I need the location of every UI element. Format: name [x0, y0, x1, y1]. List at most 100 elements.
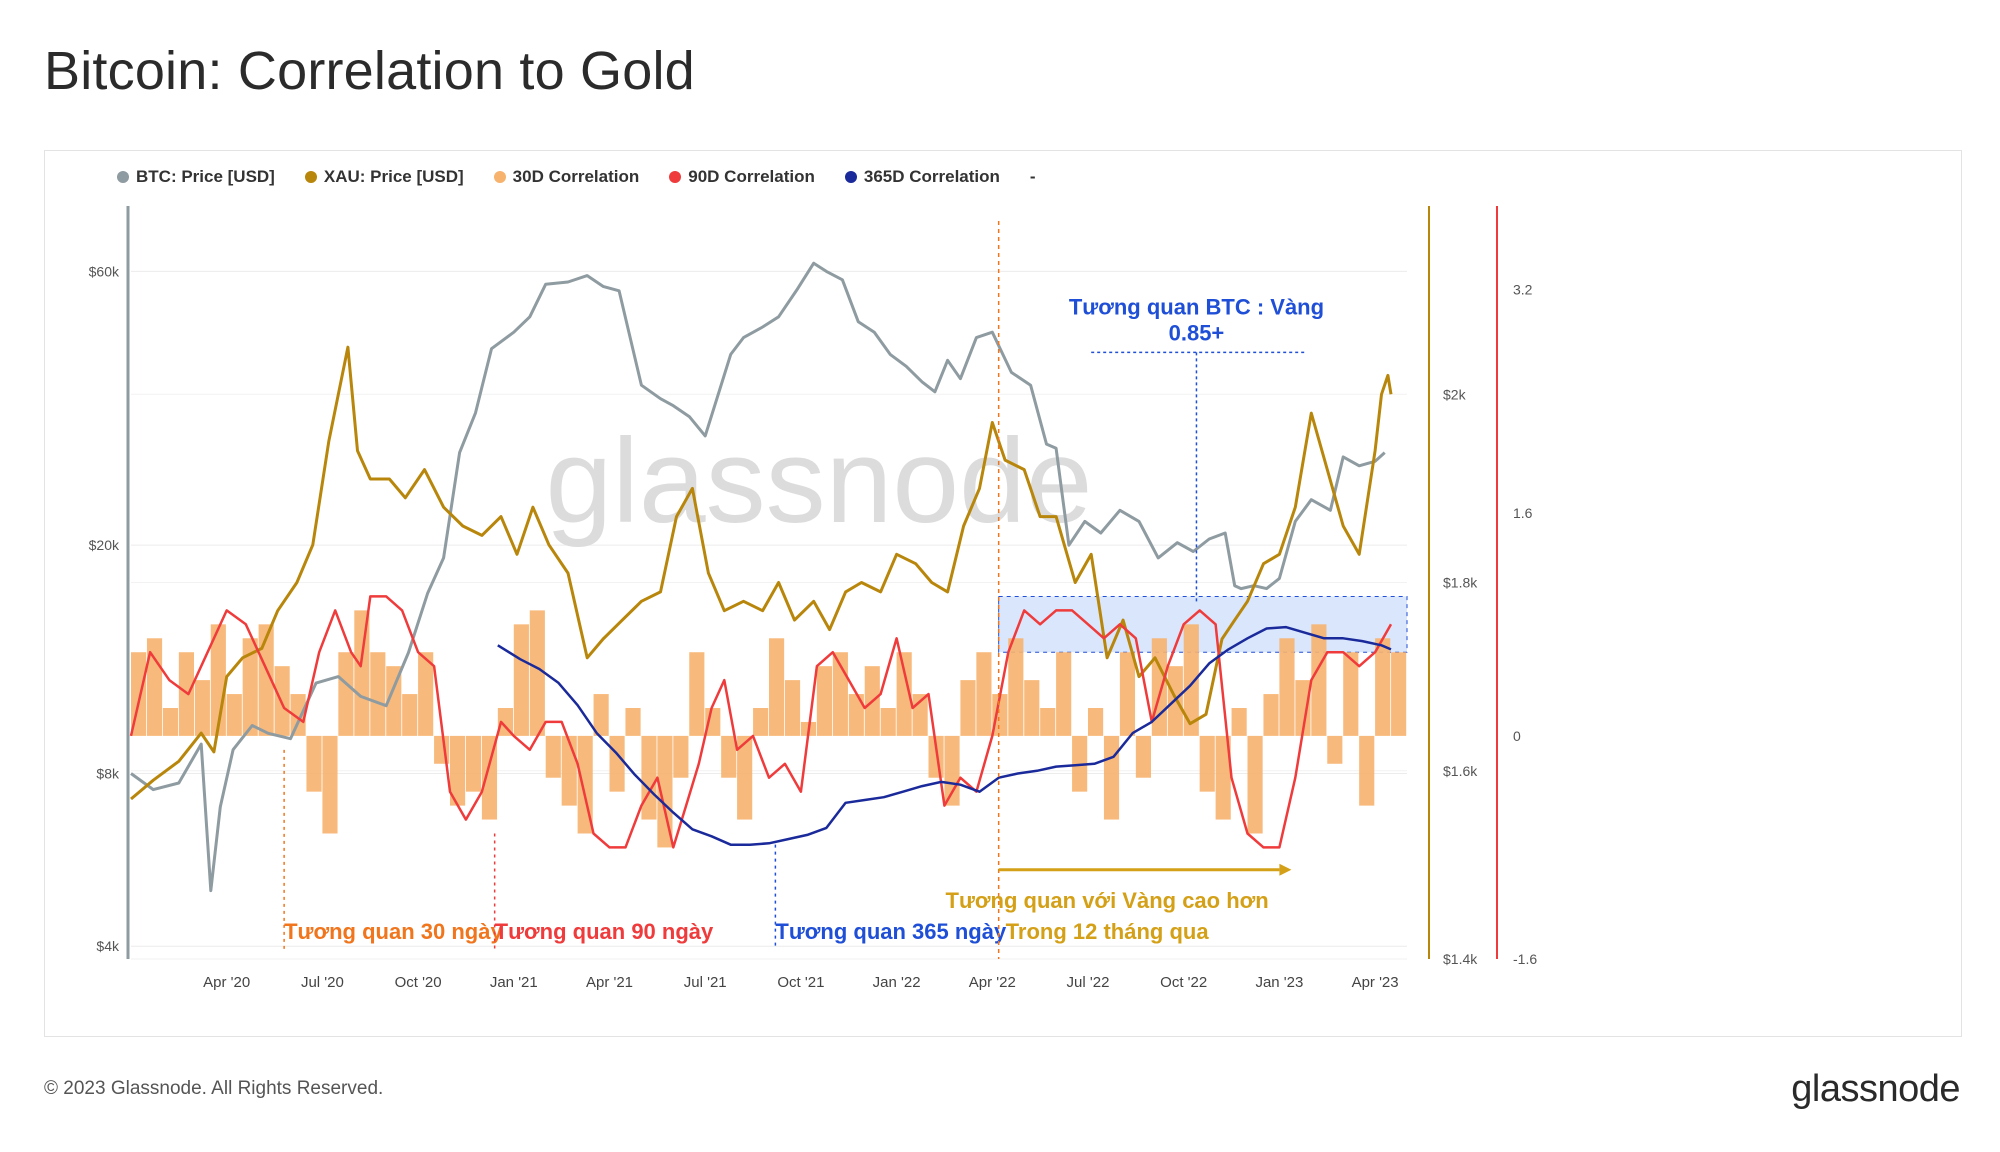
legend-label: 30D Correlation	[512, 167, 640, 186]
x-tick-label: Jul '22	[1067, 974, 1110, 991]
corr30-bar	[226, 694, 242, 736]
corr30-bar	[370, 652, 386, 736]
corr365-line	[497, 625, 1392, 846]
chart-panel: BTC: Price [USD] XAU: Price [USD] 30D Co…	[44, 150, 1962, 1037]
corr30-bar	[1343, 652, 1359, 736]
corr30-bar	[1024, 680, 1040, 736]
gold-arrow-head	[1279, 863, 1292, 876]
corr30-bar	[1231, 708, 1247, 736]
legend-item-btc[interactable]: BTC: Price [USD]	[117, 167, 275, 187]
btc-tick-label: $60k	[89, 263, 120, 279]
corr30-bar	[402, 694, 418, 736]
corr30-bar	[497, 708, 514, 736]
xau-tick-label: $2k	[1443, 386, 1467, 402]
corr30-bar	[1040, 708, 1056, 736]
xau-tick-label: $1.6k	[1443, 763, 1478, 779]
corr30-bar	[896, 652, 912, 736]
btc-price-line	[130, 261, 1386, 893]
corr30-bar	[1311, 624, 1327, 736]
xau-tick-label: $1.4k	[1443, 951, 1478, 967]
legend-item-extra[interactable]: -	[1030, 167, 1036, 187]
corr30-bar	[242, 638, 258, 736]
highlight-band	[998, 595, 1408, 653]
x-tick-label: Oct '21	[777, 974, 824, 991]
corr30-bar	[992, 694, 1008, 736]
corr30-bar	[1391, 652, 1407, 736]
corr30-bar	[976, 652, 992, 736]
corr30-bar	[816, 666, 833, 736]
legend-label: 365D Correlation	[863, 167, 1000, 186]
legend-dot-icon	[117, 171, 129, 183]
corr30-bar	[465, 735, 482, 792]
x-tick-label: Apr '23	[1352, 974, 1399, 991]
corr30-bar	[1279, 638, 1295, 736]
annotation-30d: Tương quan 30 ngày	[284, 919, 503, 944]
x-tick-label: Oct '22	[1160, 974, 1207, 991]
xau-tick-label: $1.8k	[1443, 575, 1478, 591]
corr30-bar	[290, 694, 306, 736]
corr30-bar	[944, 735, 960, 806]
x-tick-label: Jan '21	[490, 974, 538, 991]
annotation-btc-gold-1: Tương quan BTC : Vàng	[1069, 294, 1324, 319]
x-tick-label: Jan '22	[873, 974, 921, 991]
watermark-text: glassnode	[545, 414, 1092, 548]
legend-item-corr30[interactable]: 30D Correlation	[493, 167, 640, 187]
corr30-bar	[1183, 624, 1199, 736]
corr30-bar	[354, 610, 370, 736]
corr-tick-label: 3.2	[1513, 282, 1533, 298]
corr30-bar	[561, 735, 577, 806]
corr30-bar	[1295, 680, 1311, 736]
corr30-bar	[1119, 652, 1136, 736]
legend-label: XAU: Price [USD]	[323, 167, 464, 186]
corr30-bar	[625, 708, 641, 736]
corr30-bar	[1056, 652, 1072, 736]
corr30-bar	[258, 624, 274, 736]
corr30-bar	[657, 735, 673, 848]
corr30-bar	[545, 735, 561, 778]
x-tick-label: Jul '21	[684, 974, 727, 991]
corr30-bar	[848, 694, 864, 736]
corr-tick-label: 1.6	[1513, 505, 1533, 521]
corr30-bar	[194, 680, 210, 736]
corr30-bar	[784, 680, 801, 736]
corr30-bar	[1008, 638, 1024, 736]
corr30-bar	[960, 680, 976, 736]
corr30-bar	[1327, 735, 1343, 764]
corr30-bar	[1359, 735, 1375, 806]
corr30-bar	[769, 638, 785, 736]
legend-item-corr90[interactable]: 90D Correlation	[669, 167, 815, 187]
annotation-btc-gold-2: 0.85+	[1169, 320, 1225, 345]
corr30-bar	[450, 735, 466, 806]
corr30-bar	[1375, 638, 1391, 736]
chart-legend: BTC: Price [USD] XAU: Price [USD] 30D Co…	[117, 167, 1066, 187]
corr30-bar	[481, 735, 498, 820]
annotation-90d: Tương quan 90 ngày	[495, 919, 714, 944]
corr30-bar	[338, 652, 354, 736]
legend-label: 90D Correlation	[688, 167, 815, 186]
glassnode-logo[interactable]: glassnode	[1791, 1068, 1960, 1110]
corr-tick-label: 0	[1513, 728, 1521, 744]
corr30-bar	[1088, 708, 1104, 736]
x-tick-label: Jul '20	[301, 974, 344, 991]
page-title: Bitcoin: Correlation to Gold	[44, 41, 695, 101]
corr30-bar	[609, 735, 625, 792]
x-tick-label: Jan '23	[1255, 974, 1303, 991]
corr30-bar	[1103, 735, 1120, 820]
legend-item-xau[interactable]: XAU: Price [USD]	[304, 167, 464, 187]
corr30-bar	[1135, 735, 1152, 778]
corr30-bar	[322, 735, 338, 834]
corr30-bar	[162, 708, 179, 736]
x-tick-label: Apr '21	[586, 974, 633, 991]
x-tick-label: Oct '20	[395, 974, 442, 991]
corr90-line	[129, 595, 1393, 849]
corr30-bar	[1199, 735, 1215, 792]
corr30-bar	[529, 610, 545, 736]
corr30-bar	[880, 708, 896, 736]
legend-dot-icon	[669, 171, 682, 183]
btc-tick-label: $8k	[96, 765, 120, 781]
xau-price-line	[130, 345, 1393, 801]
legend-item-corr365[interactable]: 365D Correlation	[844, 167, 1000, 187]
corr30-bar	[721, 735, 737, 778]
corr30-bar	[1215, 735, 1231, 820]
btc-tick-label: $4k	[96, 938, 120, 954]
